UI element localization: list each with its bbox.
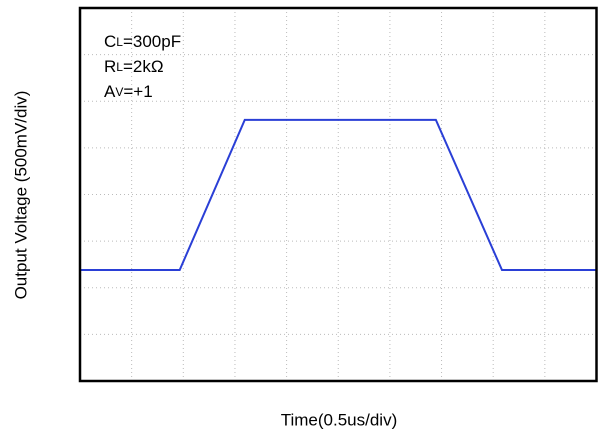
- annotation-part: A: [104, 82, 116, 101]
- signal-line: [80, 118, 597, 272]
- plot-border: [78, 6, 598, 383]
- annotation-part: R: [104, 57, 116, 76]
- x-axis-label: Time(0.5us/div): [281, 410, 398, 429]
- annotation-part: C: [104, 32, 116, 51]
- y-axis-label: Output Voltage (500mV/div): [11, 91, 30, 300]
- annotation: CL=300pF: [104, 32, 181, 51]
- annotation-part: V: [115, 85, 123, 99]
- annotation: RL=2kΩ: [104, 57, 164, 76]
- annotation: AV=+1: [104, 82, 153, 101]
- annotation-part: =300pF: [123, 32, 181, 51]
- annotation-part: =2kΩ: [123, 57, 164, 76]
- annotation-part: L: [116, 60, 123, 74]
- annotation-part: L: [116, 35, 123, 49]
- annotation-part: =+1: [123, 82, 152, 101]
